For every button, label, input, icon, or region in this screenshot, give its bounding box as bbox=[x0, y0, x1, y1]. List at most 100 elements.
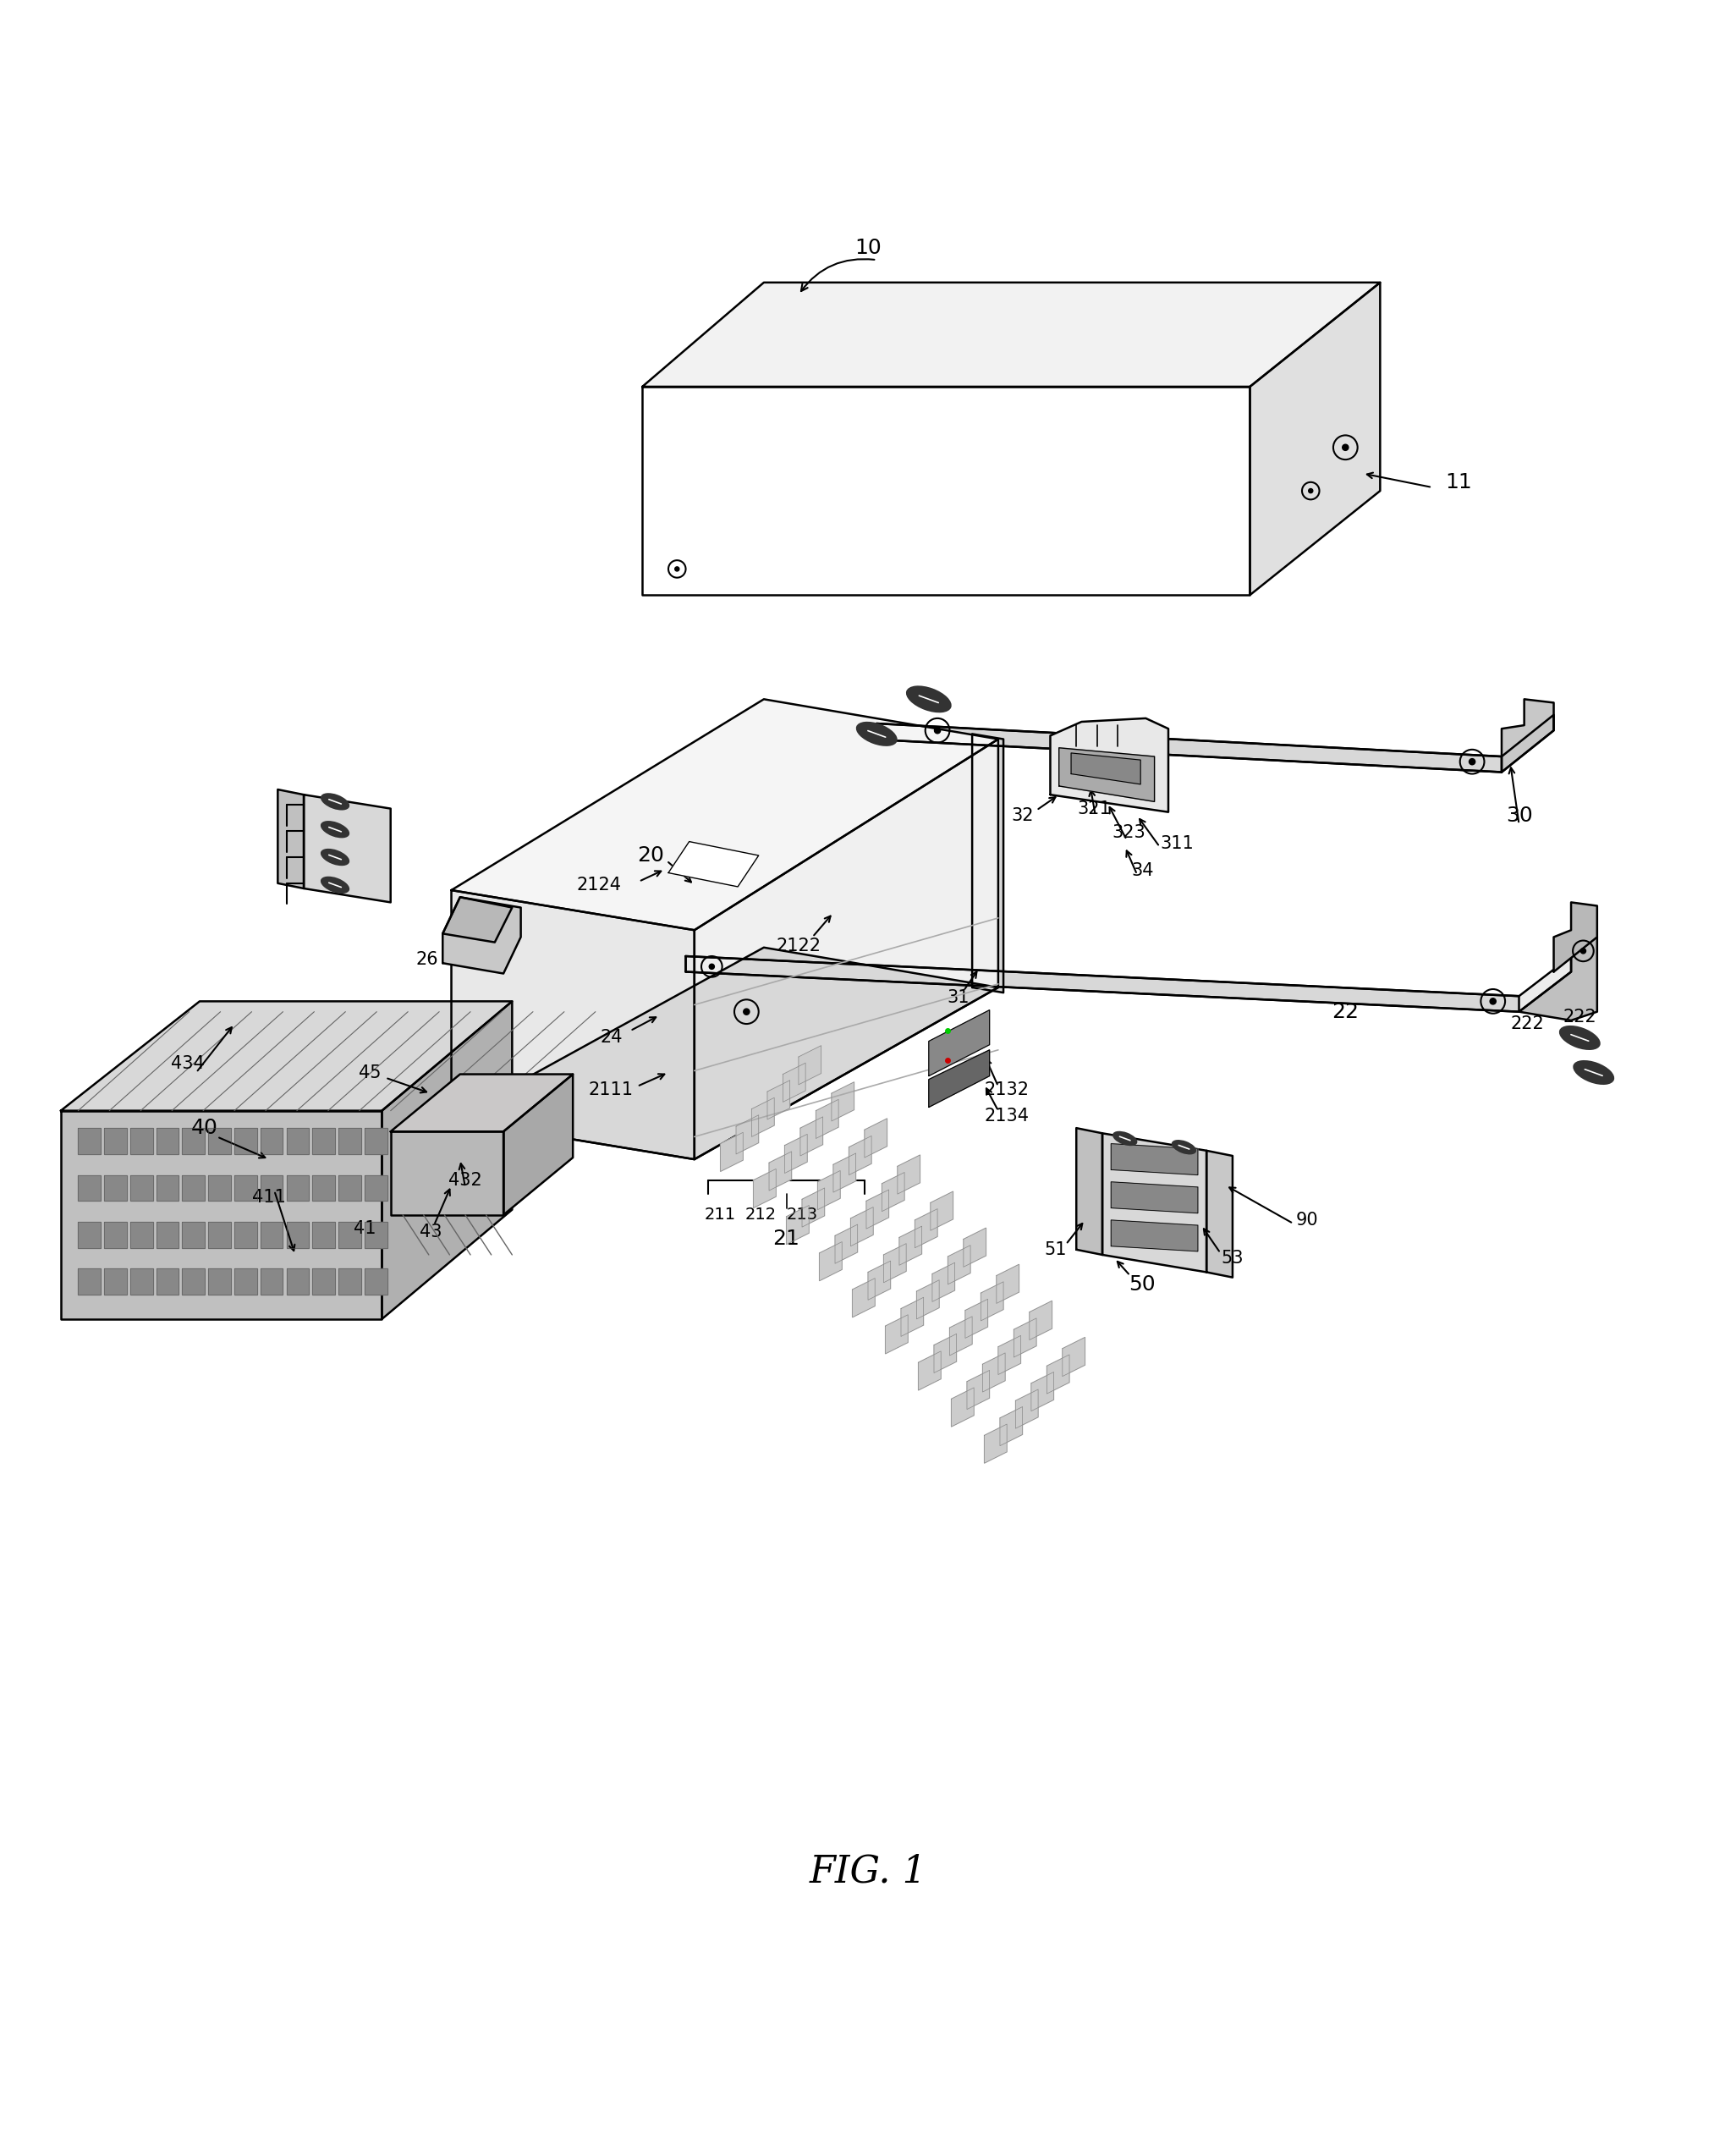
Polygon shape bbox=[833, 1154, 856, 1193]
Text: 30: 30 bbox=[1505, 804, 1533, 826]
Text: 90: 90 bbox=[1297, 1212, 1318, 1229]
Text: 213: 213 bbox=[786, 1208, 818, 1223]
Text: 323: 323 bbox=[1111, 824, 1146, 841]
Polygon shape bbox=[312, 1223, 335, 1248]
Ellipse shape bbox=[1113, 1130, 1137, 1145]
Text: 411: 411 bbox=[252, 1188, 286, 1205]
Polygon shape bbox=[642, 283, 1380, 386]
Text: 50: 50 bbox=[1128, 1274, 1156, 1293]
Text: 222: 222 bbox=[1562, 1008, 1597, 1025]
Polygon shape bbox=[753, 1169, 776, 1208]
Polygon shape bbox=[234, 1128, 257, 1154]
Polygon shape bbox=[1502, 699, 1554, 772]
Polygon shape bbox=[451, 948, 998, 1158]
Ellipse shape bbox=[906, 686, 951, 712]
Text: 24: 24 bbox=[601, 1030, 621, 1047]
Polygon shape bbox=[156, 1128, 179, 1154]
Polygon shape bbox=[286, 1223, 309, 1248]
Polygon shape bbox=[996, 1263, 1019, 1304]
Polygon shape bbox=[1031, 1373, 1054, 1411]
Polygon shape bbox=[391, 1133, 503, 1214]
Ellipse shape bbox=[1559, 1025, 1601, 1051]
Polygon shape bbox=[694, 740, 998, 1158]
Text: 34: 34 bbox=[1132, 862, 1153, 879]
Polygon shape bbox=[951, 1388, 974, 1426]
Polygon shape bbox=[1059, 749, 1154, 802]
Text: 21: 21 bbox=[773, 1229, 800, 1248]
Circle shape bbox=[1580, 948, 1587, 955]
Text: 11: 11 bbox=[1444, 472, 1472, 493]
Text: 20: 20 bbox=[637, 845, 665, 867]
Polygon shape bbox=[930, 1190, 953, 1231]
Polygon shape bbox=[686, 957, 1519, 1012]
Polygon shape bbox=[851, 1208, 873, 1246]
Ellipse shape bbox=[321, 849, 349, 867]
Polygon shape bbox=[852, 1278, 875, 1317]
Polygon shape bbox=[998, 1336, 1021, 1375]
Polygon shape bbox=[104, 1268, 127, 1296]
Polygon shape bbox=[443, 897, 521, 974]
Polygon shape bbox=[130, 1268, 153, 1296]
Polygon shape bbox=[720, 1133, 743, 1171]
Polygon shape bbox=[104, 1223, 127, 1248]
Polygon shape bbox=[234, 1268, 257, 1296]
Circle shape bbox=[675, 566, 679, 571]
Polygon shape bbox=[965, 1300, 988, 1338]
Polygon shape bbox=[503, 1075, 573, 1214]
Polygon shape bbox=[339, 1268, 361, 1296]
Text: 2134: 2134 bbox=[984, 1107, 1029, 1124]
Polygon shape bbox=[182, 1175, 205, 1201]
Polygon shape bbox=[785, 1135, 807, 1173]
Polygon shape bbox=[1554, 903, 1597, 972]
Polygon shape bbox=[1029, 1300, 1052, 1341]
Polygon shape bbox=[61, 1111, 382, 1319]
Text: 212: 212 bbox=[745, 1208, 776, 1223]
Polygon shape bbox=[234, 1223, 257, 1248]
Polygon shape bbox=[1207, 1150, 1233, 1278]
Polygon shape bbox=[786, 1205, 809, 1244]
Polygon shape bbox=[365, 1268, 387, 1296]
Text: 2132: 2132 bbox=[984, 1081, 1029, 1098]
Polygon shape bbox=[156, 1223, 179, 1248]
Polygon shape bbox=[948, 1246, 970, 1285]
Polygon shape bbox=[816, 1100, 838, 1139]
Text: 26: 26 bbox=[417, 950, 437, 967]
Polygon shape bbox=[972, 734, 1003, 993]
Polygon shape bbox=[312, 1268, 335, 1296]
Polygon shape bbox=[451, 890, 694, 1158]
Polygon shape bbox=[443, 897, 512, 942]
Polygon shape bbox=[391, 1075, 573, 1133]
Polygon shape bbox=[849, 1137, 871, 1175]
Polygon shape bbox=[234, 1175, 257, 1201]
Polygon shape bbox=[963, 1227, 986, 1268]
Polygon shape bbox=[917, 1281, 939, 1319]
Ellipse shape bbox=[1573, 1060, 1614, 1085]
Text: 10: 10 bbox=[854, 238, 882, 257]
Polygon shape bbox=[78, 1175, 101, 1201]
Polygon shape bbox=[752, 1098, 774, 1137]
Polygon shape bbox=[130, 1175, 153, 1201]
Polygon shape bbox=[1076, 1128, 1102, 1255]
Text: 22: 22 bbox=[1332, 1002, 1359, 1021]
Text: 53: 53 bbox=[1222, 1251, 1243, 1268]
Polygon shape bbox=[1111, 1143, 1198, 1175]
Polygon shape bbox=[156, 1175, 179, 1201]
Polygon shape bbox=[365, 1223, 387, 1248]
Polygon shape bbox=[104, 1175, 127, 1201]
Polygon shape bbox=[802, 1188, 825, 1227]
Polygon shape bbox=[929, 1010, 990, 1077]
Polygon shape bbox=[260, 1175, 283, 1201]
Polygon shape bbox=[1062, 1336, 1085, 1377]
Text: 41: 41 bbox=[354, 1221, 375, 1238]
Text: 432: 432 bbox=[448, 1171, 483, 1188]
Text: 32: 32 bbox=[1012, 807, 1033, 824]
Circle shape bbox=[1309, 489, 1312, 493]
Polygon shape bbox=[78, 1128, 101, 1154]
Polygon shape bbox=[984, 1424, 1007, 1463]
Polygon shape bbox=[932, 1263, 955, 1302]
Polygon shape bbox=[901, 1298, 924, 1336]
Polygon shape bbox=[451, 699, 998, 931]
Polygon shape bbox=[1050, 719, 1168, 813]
Circle shape bbox=[743, 1008, 750, 1015]
Polygon shape bbox=[382, 1002, 512, 1319]
